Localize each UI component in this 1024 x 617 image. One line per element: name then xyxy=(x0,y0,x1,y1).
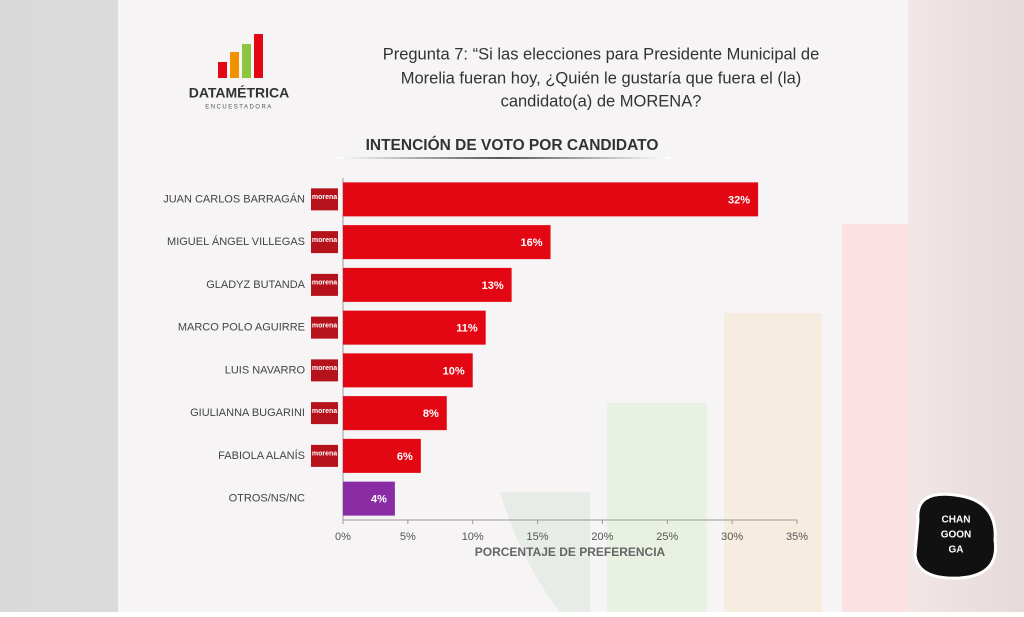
value-label: 4% xyxy=(371,494,387,506)
x-axis-label: PORCENTAJE DE PREFERENCIA xyxy=(475,545,666,559)
y-tick-label: OTROS/NS/NC xyxy=(229,493,305,505)
watermark: CHAN GOON GA xyxy=(913,492,998,580)
decor xyxy=(500,492,590,612)
bar xyxy=(343,481,395,516)
question: Morelia fueran hoy, ¿Quién le gustaría q… xyxy=(401,69,802,87)
decor xyxy=(607,403,707,612)
y-tick-label: LUIS NAVARRO xyxy=(225,364,306,376)
x-tick-label: 10% xyxy=(462,531,484,543)
watermark-text: GA xyxy=(949,545,964,556)
value-label: 6% xyxy=(397,451,413,463)
party-badge-label: morena xyxy=(312,408,337,415)
party-badge xyxy=(311,316,338,339)
party-badge-label: morena xyxy=(312,280,337,287)
x-tick-label: 25% xyxy=(656,531,678,543)
party-badge xyxy=(311,188,338,211)
bar xyxy=(343,182,759,217)
party-badge xyxy=(311,359,338,382)
question: Pregunta 7: “Si las elecciones para Pres… xyxy=(383,45,820,63)
y-tick-label: GLADYZ BUTANDA xyxy=(206,279,305,291)
question: candidato(a) de MORENA? xyxy=(501,92,702,110)
x-tick-label: 5% xyxy=(400,531,416,543)
y-tick-label: MARCO POLO AGUIRRE xyxy=(178,322,305,334)
x-tick-label: 0% xyxy=(335,531,351,543)
y-tick-label: JUAN CARLOS BARRAGÁN xyxy=(163,192,305,205)
value-label: 11% xyxy=(456,323,478,335)
bar xyxy=(343,396,447,431)
party-badge xyxy=(311,402,338,425)
bar xyxy=(343,310,486,345)
value-label: 8% xyxy=(423,408,439,420)
party-badge xyxy=(311,273,338,296)
title-underline xyxy=(335,157,670,159)
y-tick-label: MIGUEL ÁNGEL VILLEGAS xyxy=(167,235,305,248)
y-tick-label: GIULIANNA BUGARINI xyxy=(190,407,305,419)
logo-bar xyxy=(254,34,263,78)
value-label: 10% xyxy=(443,365,465,377)
logo-bar xyxy=(230,52,239,78)
party-badge-label: morena xyxy=(312,451,337,458)
decor xyxy=(842,224,908,612)
party-badge-label: morena xyxy=(312,194,337,201)
value-label: 32% xyxy=(728,194,750,206)
party-badge-label: morena xyxy=(312,237,337,244)
logo-bar xyxy=(218,62,227,78)
chart-title: INTENCIÓN DE VOTO POR CANDIDATO xyxy=(366,136,659,154)
party-badge xyxy=(311,231,338,254)
bar xyxy=(343,267,512,302)
logo-bar xyxy=(242,44,251,78)
party-badge xyxy=(311,444,338,467)
logo-name: DATAMÉTRICA xyxy=(189,85,290,101)
value-label: 16% xyxy=(521,237,543,249)
x-tick-label: 35% xyxy=(786,531,808,543)
plot: 0% 5% 10% 15% 20% 25% 30% 35% JUAN CARLOS BARRAG… xyxy=(163,178,808,543)
x-tick-label: 20% xyxy=(591,531,613,543)
bar xyxy=(343,438,421,473)
value-label: 13% xyxy=(482,280,504,292)
logo: DATAMÉTRICA ENCUESTADORA xyxy=(189,34,290,111)
x-tick-label: 30% xyxy=(721,531,743,543)
party-badge-label: morena xyxy=(312,365,337,372)
x-tick-label: 15% xyxy=(527,531,549,543)
y-tick-label: FABIOLA ALANÍS xyxy=(218,449,305,462)
party-badge-label: morena xyxy=(312,322,337,329)
watermark-badge xyxy=(913,492,998,580)
bar xyxy=(343,353,473,388)
bar xyxy=(343,225,551,260)
watermark-text: CHAN xyxy=(942,515,971,526)
watermark-text: GOON xyxy=(941,530,972,541)
decor xyxy=(724,313,822,612)
logo-tagline: ENCUESTADORA xyxy=(205,105,273,111)
